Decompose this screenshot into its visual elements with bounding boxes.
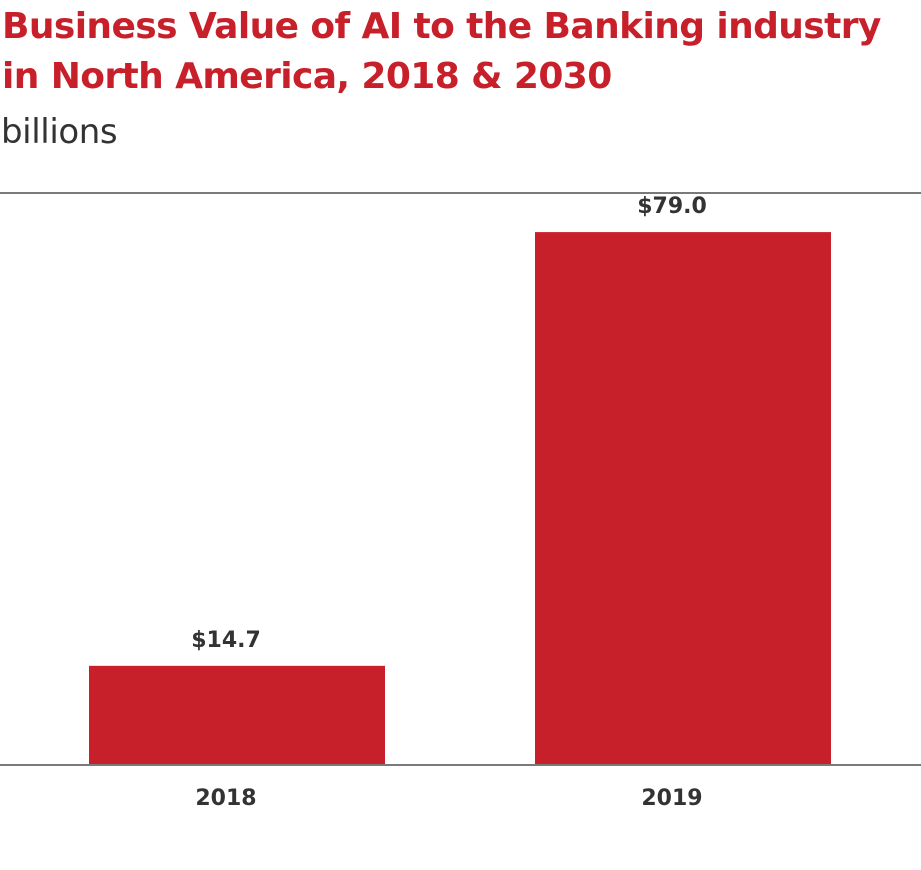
bar-2018 (89, 665, 385, 765)
bar-value-label: $14.7 (191, 628, 261, 653)
x-tick-label: 2018 (195, 786, 256, 811)
x-tick-label: 2019 (641, 786, 702, 811)
bar-2019 (535, 232, 831, 765)
bar-value-label: $79.0 (637, 194, 707, 219)
bars-group: $14.7 2018 $79.0 2019 (89, 194, 831, 811)
chart-title: Business Value of AI to the Banking indu… (2, 6, 881, 97)
chart-subtitle: billions (1, 112, 118, 152)
